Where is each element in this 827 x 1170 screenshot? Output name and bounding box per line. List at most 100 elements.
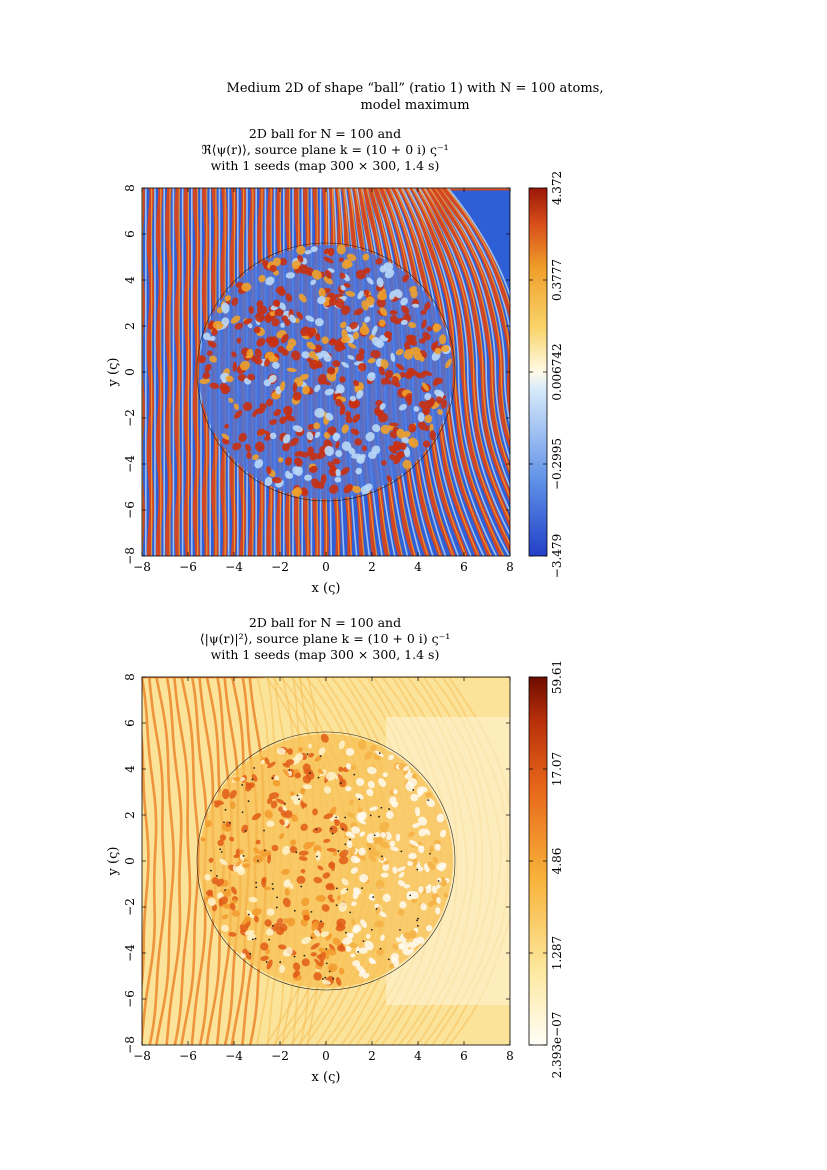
speckle xyxy=(389,422,399,427)
speckle xyxy=(349,395,357,402)
colorbar-tick-label: 4.86 xyxy=(550,848,564,875)
panel1-heatmap: −8−8 −6 −6 −4 −4 −2 −2 0 0 2 2 4 4 6 6 8 8 xyxy=(123,184,514,574)
speckle xyxy=(375,879,385,890)
speckle xyxy=(339,321,347,329)
panel2-title-line1: 2D ball for N = 100 and xyxy=(248,615,402,630)
speckle xyxy=(264,809,273,819)
speckle xyxy=(308,743,312,749)
speckle xyxy=(424,828,431,836)
panel1-title-line3: with 1 seeds (map 300 × 300, 1.4 s) xyxy=(210,158,440,173)
speckle xyxy=(414,806,421,817)
speckle xyxy=(345,290,356,297)
atom-dot xyxy=(215,874,218,877)
speckle xyxy=(321,336,329,344)
speckle xyxy=(281,918,290,924)
speckle xyxy=(353,380,360,387)
speckle xyxy=(367,357,376,364)
speckle xyxy=(241,824,249,833)
speckle xyxy=(204,873,211,881)
speckle xyxy=(352,887,362,895)
speckle xyxy=(204,363,212,373)
speckle xyxy=(340,305,351,315)
atom-dot xyxy=(315,828,318,831)
wave-trough xyxy=(446,188,510,299)
atom-dot xyxy=(429,852,431,855)
speckle xyxy=(389,454,397,461)
speckle xyxy=(335,449,343,458)
speckle xyxy=(341,878,349,886)
speckle xyxy=(358,947,368,954)
speckle xyxy=(392,866,398,874)
speckle xyxy=(282,897,291,908)
speckle xyxy=(305,315,315,322)
speckle xyxy=(396,451,404,460)
speckle xyxy=(298,856,308,861)
speckle xyxy=(339,344,346,350)
speckle xyxy=(328,484,339,494)
atom-dot xyxy=(325,948,328,950)
speckle xyxy=(429,400,435,408)
speckle xyxy=(382,772,388,778)
speckle xyxy=(324,269,332,279)
speckle xyxy=(274,308,284,317)
speckle xyxy=(282,769,290,777)
speckle xyxy=(296,875,306,884)
x-tick-label: 4 xyxy=(414,560,422,574)
speckle xyxy=(370,744,377,751)
atom-dot xyxy=(378,752,381,755)
speckle xyxy=(301,936,312,945)
speckle xyxy=(432,856,438,864)
speckle xyxy=(410,289,418,299)
speckle xyxy=(412,937,421,946)
speckle xyxy=(294,753,304,761)
speckle xyxy=(436,896,441,904)
speckle xyxy=(260,955,269,962)
y-tick-label: −4 xyxy=(123,455,137,473)
speckle xyxy=(347,846,356,855)
speckle xyxy=(304,474,312,481)
speckle xyxy=(218,896,229,905)
speckle xyxy=(353,924,362,933)
speckle xyxy=(323,256,334,264)
speckle xyxy=(309,465,318,474)
speckle xyxy=(266,466,272,475)
speckle xyxy=(397,880,406,887)
speckle xyxy=(357,807,363,813)
speckle xyxy=(329,861,335,872)
speckle xyxy=(336,244,346,255)
y-tick-label: −2 xyxy=(123,898,137,916)
atom-dot xyxy=(293,955,296,958)
atom-dot xyxy=(325,962,328,965)
speckle xyxy=(343,483,353,494)
speckle xyxy=(349,799,355,806)
atom-dot xyxy=(400,850,403,853)
speckle xyxy=(356,390,364,399)
speckle xyxy=(399,901,407,909)
speckle xyxy=(396,428,406,439)
speckle xyxy=(335,398,343,407)
speckle xyxy=(379,855,385,861)
speckle xyxy=(392,443,402,451)
speckle xyxy=(296,311,304,320)
speckle xyxy=(355,269,366,280)
speckle xyxy=(321,904,330,912)
atom-dot xyxy=(332,977,335,980)
speckle xyxy=(282,434,291,444)
speckle xyxy=(224,295,231,302)
speckle xyxy=(429,423,434,433)
speckle xyxy=(269,264,277,272)
speckle xyxy=(254,459,264,469)
speckle xyxy=(311,269,322,280)
speckle xyxy=(325,771,337,781)
speckle xyxy=(434,843,441,851)
atom-dot xyxy=(254,937,257,940)
speckle xyxy=(284,947,293,956)
speckle xyxy=(365,933,371,939)
wave-crest-edge xyxy=(422,188,510,499)
speckle xyxy=(390,430,398,439)
atom-dot xyxy=(265,961,268,963)
speckle xyxy=(280,322,285,328)
speckle xyxy=(361,445,368,452)
speckle xyxy=(335,440,340,449)
colorbar-tick-label: 0.3777 xyxy=(550,259,564,301)
